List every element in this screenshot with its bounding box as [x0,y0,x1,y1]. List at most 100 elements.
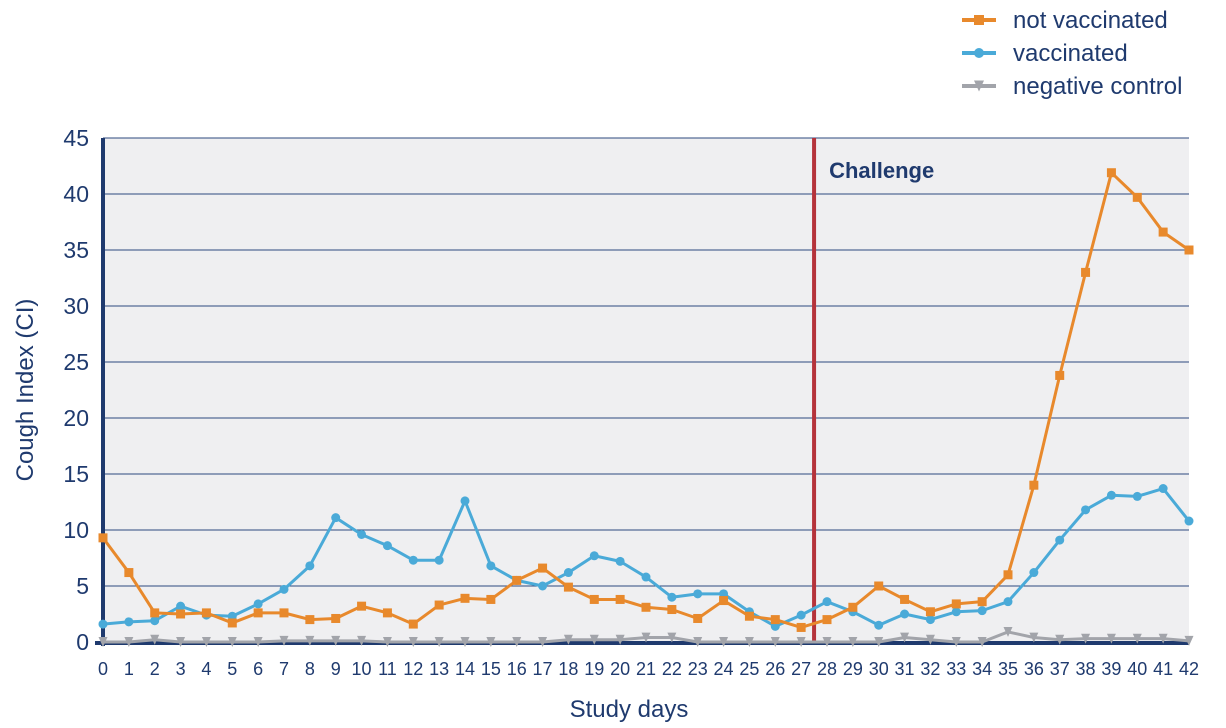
x-tick-label: 35 [998,659,1018,679]
x-tick-label: 6 [253,659,263,679]
gridlines [103,137,1189,587]
y-tick-label: 10 [63,517,89,543]
data-point-negative-control [1029,632,1039,643]
x-tick-label: 9 [331,659,341,679]
series-not-vaccinated [98,168,1194,632]
x-tick-label: 14 [455,659,475,679]
y-tick-label: 20 [63,405,89,431]
data-point-not-vaccinated [305,615,315,625]
data-point-not-vaccinated [98,533,108,543]
data-point-vaccinated [460,496,470,506]
y-tick-label: 25 [63,349,89,375]
data-point-not-vaccinated [900,594,910,604]
y-tick-label: 15 [63,461,89,487]
x-tick-label: 4 [201,659,211,679]
data-point-not-vaccinated [538,563,548,573]
data-point-negative-control [693,637,703,647]
x-tick-label: 28 [817,659,837,679]
data-point-vaccinated [1055,535,1065,545]
data-point-negative-control [176,637,186,647]
plot-background [103,138,1189,642]
challenge-annotation: Challenge [812,138,934,642]
legend-marker-negative-control [974,80,984,92]
data-point-not-vaccinated [1184,245,1194,255]
data-point-negative-control [641,632,651,643]
x-tick-label: 37 [1050,659,1070,679]
data-point-negative-control [512,637,522,647]
data-point-not-vaccinated [615,594,625,604]
data-point-not-vaccinated [1132,192,1142,202]
x-tick-label: 23 [688,659,708,679]
data-point-not-vaccinated [253,608,263,618]
data-point-negative-control [124,637,134,647]
legend-label-not-vaccinated: not vaccinated [1013,7,1168,34]
data-point-negative-control [98,637,108,647]
x-tick-label: 20 [610,659,630,679]
data-point-vaccinated [796,610,806,620]
series-negative-control [98,626,1194,647]
data-point-vaccinated [822,597,832,607]
data-point-vaccinated [615,556,625,566]
data-point-not-vaccinated [176,609,186,619]
data-point-vaccinated [150,616,160,626]
data-point-negative-control [486,637,496,647]
data-point-not-vaccinated [1003,570,1013,580]
data-point-not-vaccinated [848,602,858,612]
x-tick-label: 22 [662,659,682,679]
data-point-negative-control [874,637,884,647]
data-point-vaccinated [1158,484,1168,494]
data-point-negative-control [1003,626,1013,637]
data-point-negative-control [460,637,470,647]
x-tick-label: 26 [765,659,785,679]
x-tick-label: 34 [972,659,992,679]
data-point-vaccinated [874,620,884,630]
data-point-vaccinated [408,555,418,565]
data-point-not-vaccinated [667,605,677,615]
data-point-negative-control [150,634,160,645]
data-point-vaccinated [563,568,573,578]
data-point-not-vaccinated [486,594,496,604]
data-point-not-vaccinated [331,613,341,623]
data-point-negative-control [1132,633,1142,644]
data-point-not-vaccinated [693,613,703,623]
data-point-negative-control [667,632,677,643]
x-tick-label: 8 [305,659,315,679]
data-point-negative-control [822,637,832,647]
x-tick-label: 40 [1127,659,1147,679]
data-point-not-vaccinated [796,622,806,632]
data-point-vaccinated [305,561,315,571]
data-point-negative-control [1055,634,1065,645]
data-point-not-vaccinated [150,608,160,618]
x-tick-label: 17 [533,659,553,679]
x-tick-label: 16 [507,659,527,679]
data-point-negative-control [538,637,548,647]
x-tick-label: 27 [791,659,811,679]
legend-label-negative-control: negative control [1013,73,1182,100]
data-point-negative-control [434,637,444,647]
data-point-vaccinated [951,607,961,617]
y-tick-label: 35 [63,237,89,263]
data-point-not-vaccinated [279,608,289,618]
data-point-negative-control [331,635,341,646]
data-point-negative-control [589,634,599,645]
data-point-negative-control [719,637,729,647]
series-layer [98,168,1194,647]
x-tick-label: 38 [1076,659,1096,679]
x-axis-title: Study days [570,696,689,723]
x-tick-label: 11 [378,659,397,679]
data-point-negative-control [848,637,858,647]
data-point-not-vaccinated [227,618,237,628]
data-point-negative-control [1184,635,1194,646]
x-tick-label: 29 [843,659,863,679]
data-point-negative-control [563,634,573,645]
data-point-vaccinated [176,601,186,611]
data-point-negative-control [201,637,211,647]
data-point-negative-control [951,637,961,647]
x-tick-label: 18 [558,659,578,679]
data-point-not-vaccinated [951,599,961,609]
x-tick-label: 39 [1101,659,1121,679]
legend-marker-not-vaccinated [974,15,984,25]
data-point-not-vaccinated [408,619,418,629]
data-point-vaccinated [331,513,341,523]
data-point-vaccinated [1132,491,1142,501]
